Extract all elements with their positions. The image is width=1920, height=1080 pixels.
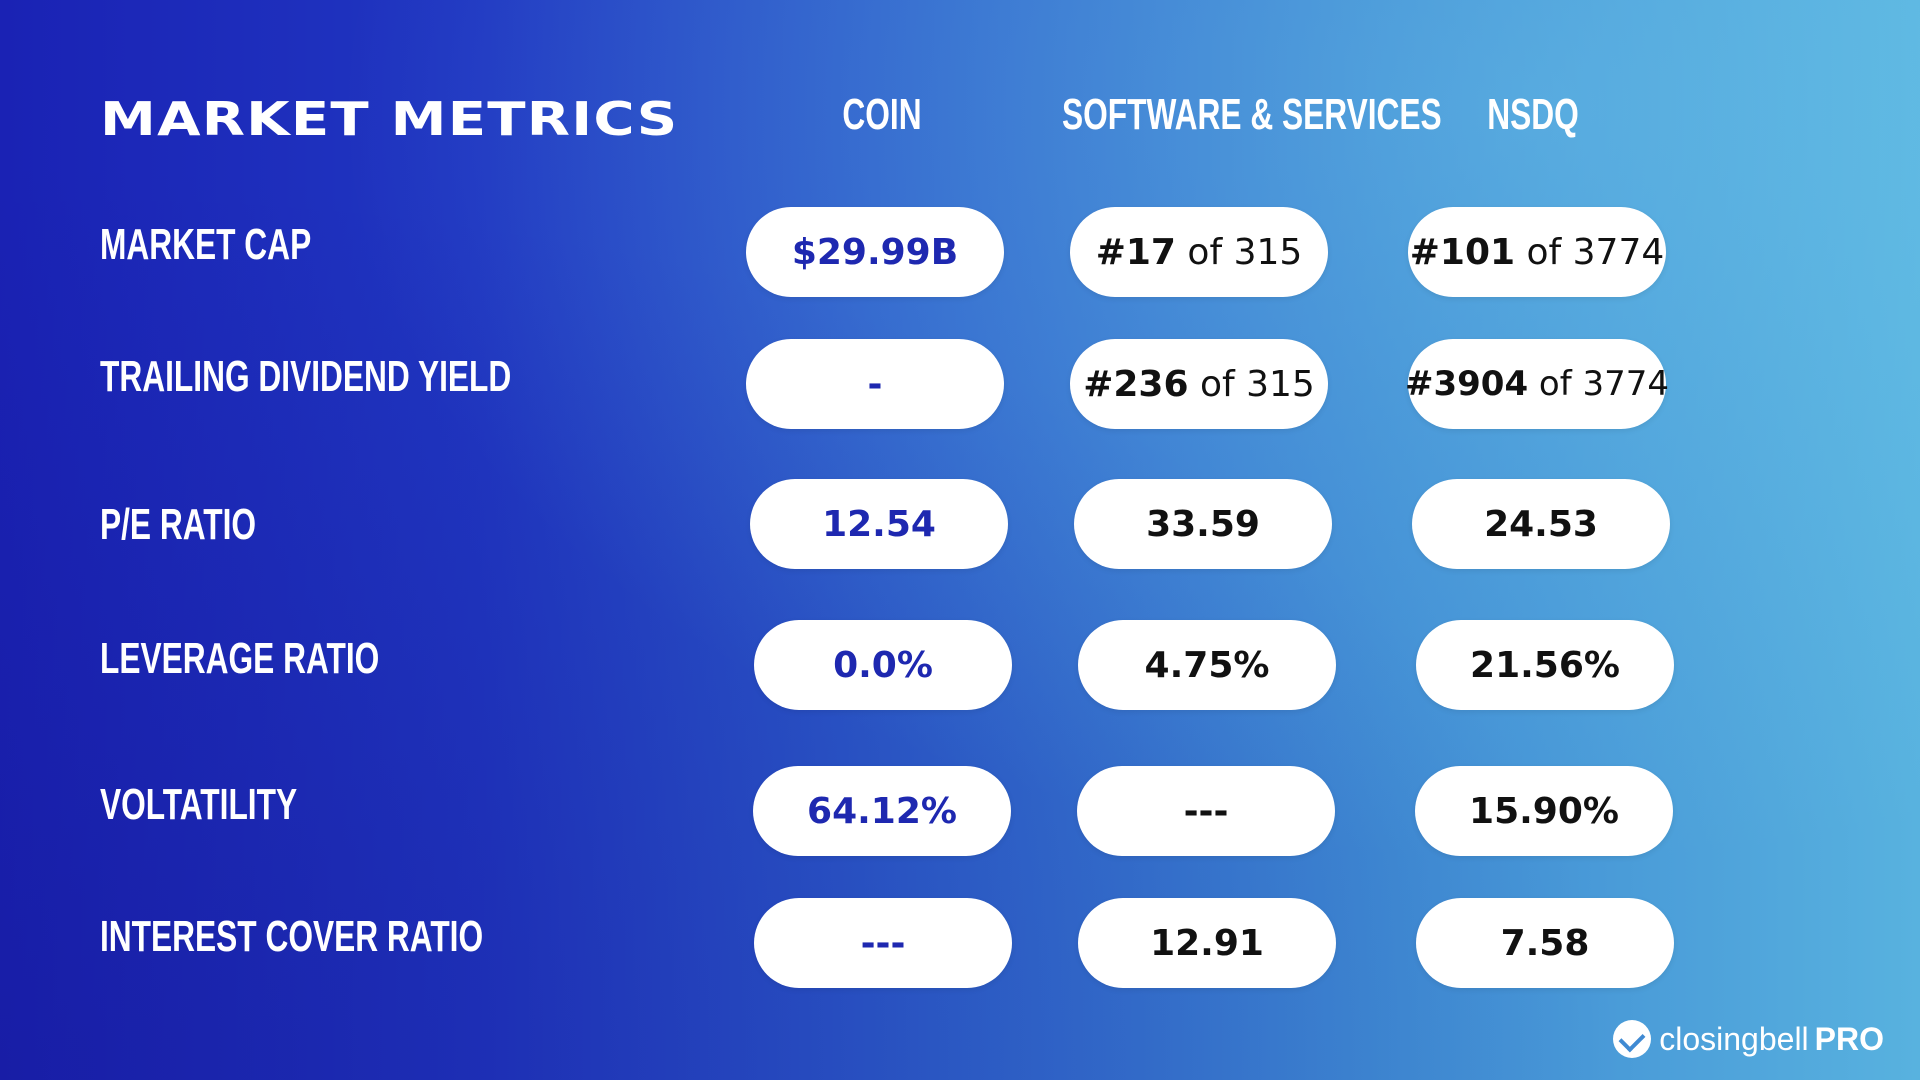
column-header-coin: COIN bbox=[842, 90, 922, 139]
cell-index-dividend-yield: #3904 of 3774 bbox=[1404, 339, 1670, 429]
cell-sector-dividend-yield: #236 of 315 bbox=[1070, 339, 1328, 429]
column-header-software-services: SOFTWARE & SERVICES bbox=[1062, 90, 1442, 139]
cell-sector-volatility: --- bbox=[1077, 766, 1335, 856]
brand-name: closingbell bbox=[1659, 1020, 1809, 1057]
cell-coin-leverage-ratio: 0.0% bbox=[754, 620, 1012, 710]
cell-sector-interest-cover: 12.91 bbox=[1078, 898, 1336, 988]
cell-coin-dividend-yield: - bbox=[746, 339, 1004, 429]
cell-sector-leverage-ratio: 4.75% bbox=[1078, 620, 1336, 710]
row-label-interest-cover-ratio: INTEREST COVER RATIO bbox=[100, 912, 484, 961]
cell-index-market-cap: #101 of 3774 bbox=[1408, 207, 1666, 297]
row-label-trailing-dividend-yield: TRAILING DIVIDEND YIELD bbox=[100, 352, 512, 401]
rank-value: #236 bbox=[1083, 363, 1189, 405]
rank-total: of 3774 bbox=[1538, 364, 1670, 404]
cell-sector-market-cap: #17 of 315 bbox=[1070, 207, 1328, 297]
cell-coin-pe-ratio: 12.54 bbox=[750, 479, 1008, 569]
column-header-nsdq: NSDQ bbox=[1487, 90, 1579, 139]
rank-value: #17 bbox=[1095, 231, 1176, 273]
row-label-leverage-ratio: LEVERAGE RATIO bbox=[100, 634, 380, 683]
rank-value: #3904 bbox=[1404, 364, 1529, 404]
cell-coin-volatility: 64.12% bbox=[753, 766, 1011, 856]
cell-sector-pe-ratio: 33.59 bbox=[1074, 479, 1332, 569]
page-title: MARKET METRICS bbox=[100, 92, 679, 146]
rank-total: of 3774 bbox=[1526, 231, 1665, 273]
rank-total: of 315 bbox=[1187, 231, 1303, 273]
rank-total: of 315 bbox=[1199, 363, 1315, 405]
cell-coin-interest-cover: --- bbox=[754, 898, 1012, 988]
brand-logo: closingbell PRO bbox=[1613, 1020, 1884, 1058]
row-label-market-cap: MARKET CAP bbox=[100, 220, 312, 269]
cell-index-interest-cover: 7.58 bbox=[1416, 898, 1674, 988]
cell-index-volatility: 15.90% bbox=[1415, 766, 1673, 856]
closingbell-logo-icon bbox=[1613, 1020, 1652, 1058]
cell-index-pe-ratio: 24.53 bbox=[1412, 479, 1670, 569]
brand-suffix: PRO bbox=[1814, 1020, 1884, 1057]
cell-index-leverage-ratio: 21.56% bbox=[1416, 620, 1674, 710]
rank-value: #101 bbox=[1409, 231, 1516, 273]
row-label-volatility: VOLTATILITY bbox=[100, 780, 298, 829]
cell-coin-market-cap: $29.99B bbox=[746, 207, 1004, 297]
row-label-pe-ratio: P/E RATIO bbox=[100, 500, 257, 549]
